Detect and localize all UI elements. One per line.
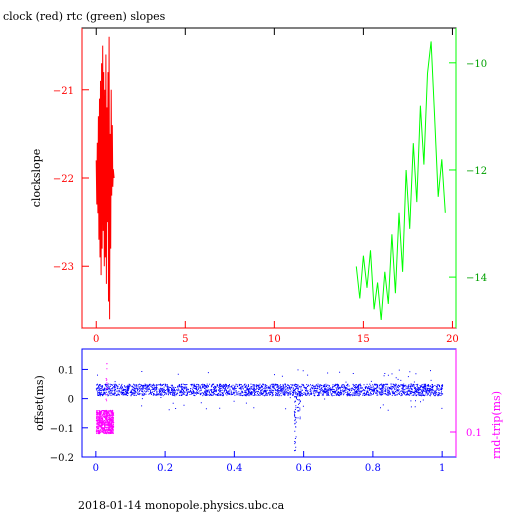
chart-title: clock (red) rtc (green) slopes	[3, 10, 166, 23]
top-x-tick-label: 5	[182, 334, 188, 345]
bottom-ylabel: offset(ms)	[33, 375, 46, 431]
roundtrip-scatter	[95, 363, 115, 435]
bottom-x-tick-label: 1	[439, 463, 445, 474]
bottom-frame	[81, 348, 457, 458]
bottom-y-ticks: 0.1 0 −0.1 −0.2	[50, 365, 88, 464]
bottom-x-tick-label: 0	[93, 463, 99, 474]
bottom-y-tick-label: 0	[68, 395, 74, 406]
top-x-tick-label: 15	[357, 334, 370, 345]
top-x-tick-label: 20	[446, 334, 459, 345]
bottom-x-tick-label: 0.6	[296, 463, 312, 474]
top-x-ticks: 0 5 10 15 20	[93, 28, 459, 345]
bottom-x-ticks: 0 0.2 0.4 0.6 0.8 1	[93, 451, 445, 474]
series-rtc-line	[355, 41, 446, 321]
top-frame	[81, 27, 457, 329]
top-right-ticks: −10 −12 −14	[449, 59, 487, 284]
top-ylabel: clockslope	[30, 149, 43, 207]
top-x-tick-label: 10	[268, 334, 281, 345]
footer-caption: 2018-01-14 monopole.physics.ubc.ca	[78, 499, 285, 512]
bottom-right-ticks: 0.1	[450, 428, 482, 439]
bottom-right-ylabel: rnd-trip(ms)	[490, 391, 503, 459]
bottom-x-tick-label: 0.2	[157, 463, 173, 474]
top-right-tick-label: −14	[466, 273, 487, 284]
bottom-right-tick-label: 0.1	[466, 428, 482, 439]
bottom-y-tick-label: −0.2	[50, 453, 74, 464]
top-left-tick-label: −23	[53, 262, 74, 273]
bottom-y-tick-label: 0.1	[58, 365, 74, 376]
top-panel: 0 5 10 15 20 −21 −22 −23 −10 −12 −14 clockslope	[30, 27, 487, 345]
top-x-tick-label: 0	[93, 334, 99, 345]
top-left-tick-label: −21	[53, 86, 74, 97]
top-left-tick-label: −22	[53, 174, 74, 185]
top-right-tick-label: −10	[466, 59, 487, 70]
bottom-series	[95, 363, 444, 452]
bottom-x-tick-label: 0.4	[226, 463, 242, 474]
bottom-panel: 0 0.2 0.4 0.6 0.8 1 0.1 0 −0.1 −0.2 0.1 offset(m…	[33, 348, 503, 474]
offset-scatter	[95, 369, 444, 452]
series-clock-line	[95, 36, 115, 320]
bottom-x-tick-label: 0.8	[365, 463, 381, 474]
bottom-y-tick-label: −0.1	[50, 424, 74, 435]
top-right-tick-label: −12	[466, 166, 487, 177]
top-left-ticks: −21 −22 −23	[53, 86, 89, 273]
top-series	[95, 36, 446, 321]
